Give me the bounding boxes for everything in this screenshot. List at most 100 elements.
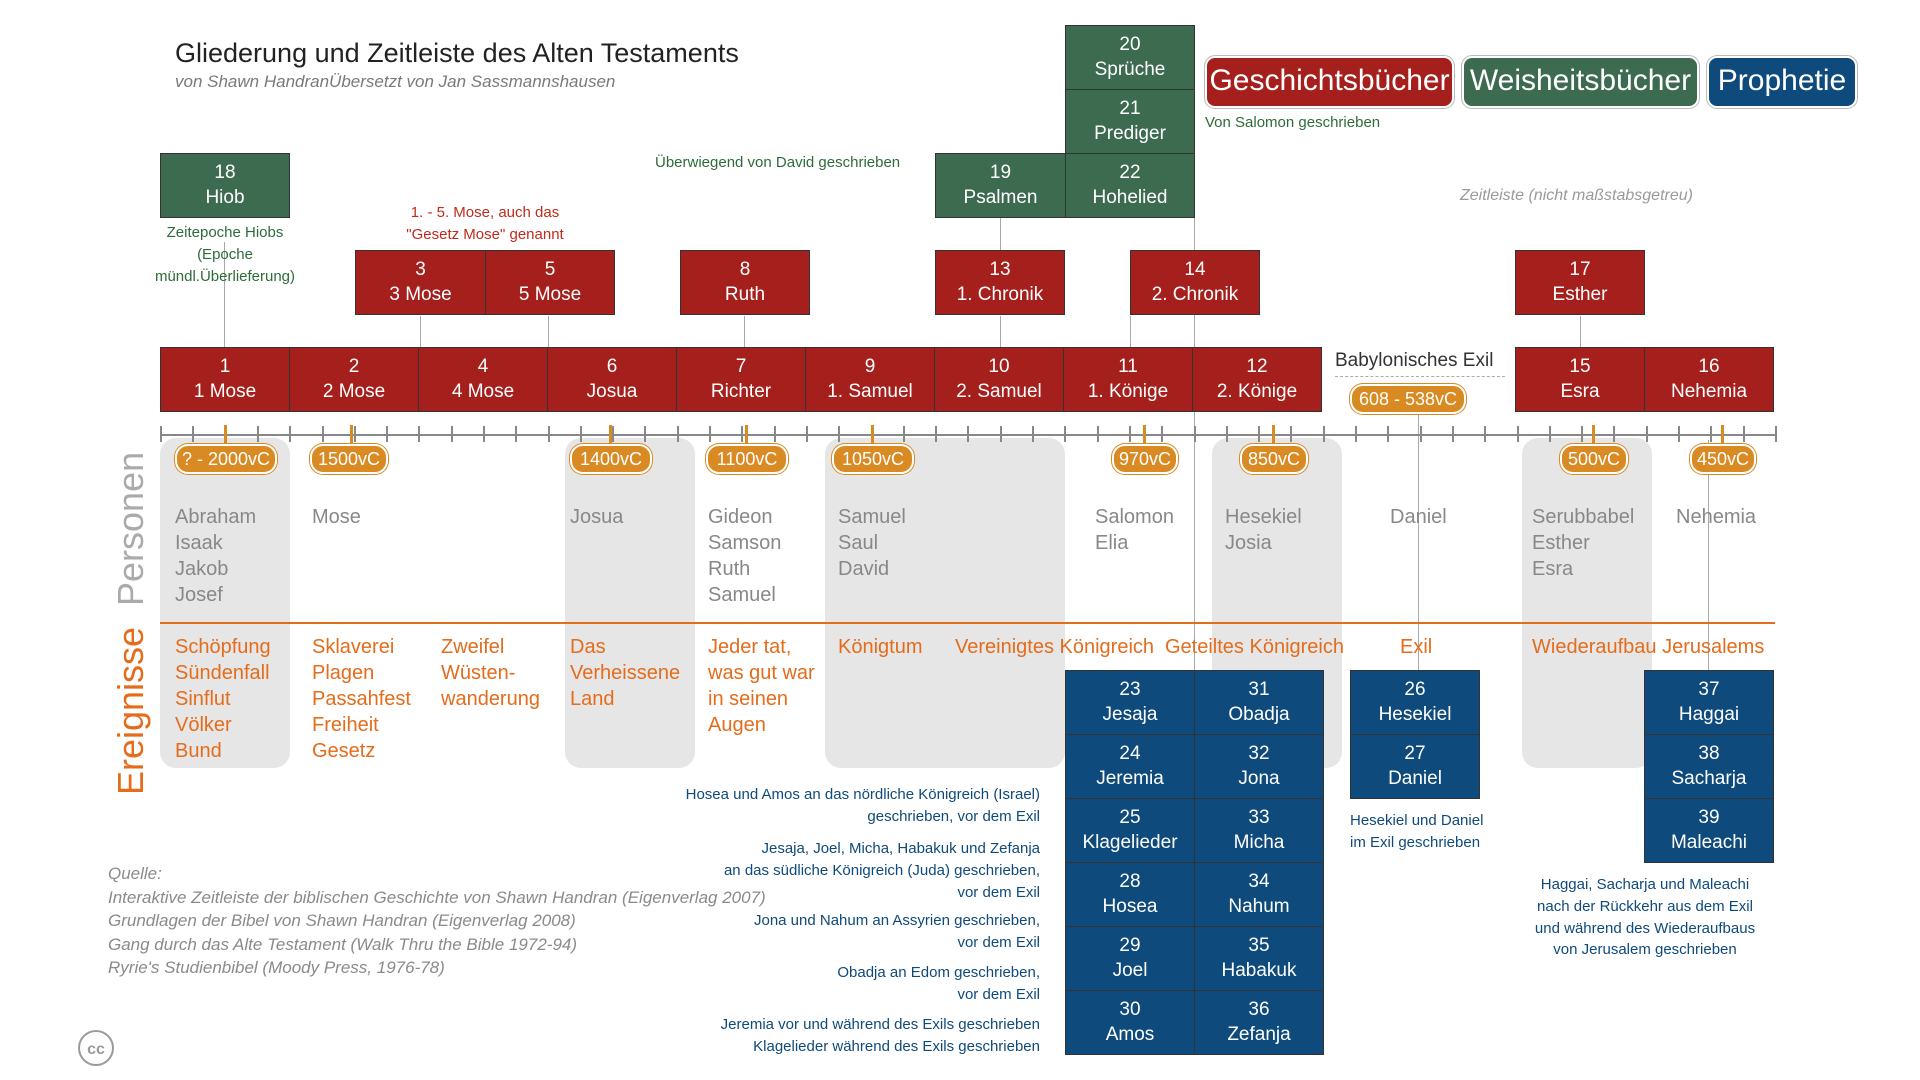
date-badge: 500vC — [1560, 444, 1628, 474]
book-prediger[interactable]: 21 Prediger — [1065, 89, 1195, 154]
date-badge: 450vC — [1690, 444, 1756, 474]
book-name: Joel — [1112, 959, 1148, 981]
timeline-tick — [1517, 426, 1519, 442]
timeline-tick — [644, 426, 646, 442]
sources-heading: Quelle: — [108, 864, 162, 883]
book-sacharja[interactable]: 38 Sacharja — [1644, 734, 1774, 799]
book-2-koenige[interactable]: 12 2. Könige — [1192, 347, 1322, 412]
note-jona-nahum: Jona und Nahum an Assyrien geschrieben, … — [753, 912, 1040, 951]
note-hesekiel-daniel: Hesekiel und Daniel im Exil geschrieben — [1350, 812, 1484, 851]
events-promised-land: Das Verheissene Land — [570, 636, 681, 710]
events-divided-kingdom: Geteiltes Königreich — [1165, 636, 1344, 658]
timeline-date-marker — [224, 425, 227, 443]
note-hosea-amos: Hosea und Amos an das nördliche Königrei… — [685, 786, 1040, 825]
book-number: 3 — [415, 258, 426, 280]
book-1-chronik[interactable]: 13 1. Chronik — [935, 250, 1065, 315]
book-name: 2 Mose — [322, 380, 386, 402]
book-maleachi[interactable]: 39 Maleachi — [1644, 798, 1774, 863]
book-haggai[interactable]: 37 Haggai — [1644, 670, 1774, 735]
book-name: Hiob — [205, 186, 245, 208]
book-nahum[interactable]: 34 Nahum — [1194, 862, 1324, 927]
book-name: Josua — [586, 380, 638, 402]
timeline-tick — [1613, 426, 1615, 442]
panel-patriarchs — [160, 438, 290, 768]
book-1-mose[interactable]: 1 1 Mose — [160, 347, 290, 412]
book-daniel[interactable]: 27 Daniel — [1350, 734, 1480, 799]
book-esther[interactable]: 17 Esther — [1515, 250, 1645, 315]
timeline-tick — [1420, 426, 1422, 442]
source-item: Interaktive Zeitleiste der biblischen Ge… — [108, 887, 766, 907]
book-name: Ruth — [724, 283, 766, 305]
book-name: Jeremia — [1096, 767, 1164, 789]
note-solomon: Von Salomon geschrieben — [1205, 114, 1381, 131]
book-hesekiel[interactable]: 26 Hesekiel — [1350, 670, 1480, 735]
book-jona[interactable]: 32 Jona — [1194, 734, 1324, 799]
panel-kingdom — [825, 438, 1065, 768]
book-josua[interactable]: 6 Josua — [547, 347, 677, 412]
connector-line — [1580, 316, 1581, 348]
book-esra[interactable]: 15 Esra — [1515, 347, 1645, 412]
book-richter[interactable]: 7 Richter — [676, 347, 806, 412]
book-name: Obadja — [1228, 703, 1290, 725]
book-name: Esther — [1552, 283, 1608, 305]
label-events: Ereignisse — [110, 626, 151, 795]
book-joel[interactable]: 29 Joel — [1065, 926, 1195, 991]
book-3-mose[interactable]: 3 3 Mose — [355, 250, 486, 315]
book-klagelieder[interactable]: 25 Klagelieder — [1065, 798, 1195, 863]
connector-line — [1708, 440, 1709, 670]
book-name: 2. Chronik — [1151, 283, 1239, 305]
connector-line — [744, 316, 745, 348]
timeline-date-marker — [350, 425, 353, 443]
timeline-tick — [1549, 426, 1551, 442]
timeline-tick — [935, 426, 937, 442]
book-5-mose[interactable]: 5 5 Mose — [485, 250, 615, 315]
book-number: 16 — [1698, 355, 1720, 377]
source-item: Gang durch das Alte Testament (Walk Thru… — [108, 934, 578, 954]
book-name: Hosea — [1102, 895, 1158, 917]
book-number: 20 — [1119, 33, 1141, 55]
book-1-samuel[interactable]: 9 1. Samuel — [805, 347, 935, 412]
book-hiob[interactable]: 18 Hiob — [160, 153, 290, 218]
book-jesaja[interactable]: 23 Jesaja — [1065, 670, 1195, 735]
book-name: Hesekiel — [1378, 703, 1452, 725]
book-2-chronik[interactable]: 14 2. Chronik — [1130, 250, 1260, 315]
book-name: Nehemia — [1670, 380, 1748, 402]
book-number: 13 — [989, 258, 1011, 280]
book-number: 19 — [989, 161, 1012, 183]
book-number: 39 — [1698, 806, 1720, 828]
book-name: Prediger — [1094, 122, 1166, 144]
book-1-koenige[interactable]: 11 1. Könige — [1063, 347, 1193, 412]
book-psalmen[interactable]: 19 Psalmen — [935, 153, 1066, 218]
book-name: Jesaja — [1102, 703, 1158, 725]
book-amos[interactable]: 30 Amos — [1065, 990, 1195, 1055]
book-zefanja[interactable]: 36 Zefanja — [1194, 990, 1324, 1055]
book-2-samuel[interactable]: 10 2. Samuel — [934, 347, 1064, 412]
book-micha[interactable]: 33 Micha — [1194, 798, 1324, 863]
book-habakuk[interactable]: 35 Habakuk — [1194, 926, 1324, 991]
book-obadja[interactable]: 31 Obadja — [1194, 670, 1324, 735]
persons-return: Serubbabel Esther Esra — [1532, 506, 1635, 580]
book-sprueche[interactable]: 20 Sprüche — [1065, 25, 1195, 90]
connector-line — [420, 316, 421, 348]
book-name: Nahum — [1228, 895, 1290, 917]
timeline-date-marker — [609, 425, 612, 443]
book-hosea[interactable]: 28 Hosea — [1065, 862, 1195, 927]
book-hohelied[interactable]: 22 Hohelied — [1065, 153, 1195, 218]
date-badge: ? - 2000vC — [175, 444, 277, 474]
timeline-tick — [1484, 426, 1486, 442]
timeline-tick — [838, 426, 840, 442]
timeline-date-marker — [871, 425, 874, 443]
note-jeremia: Jeremia vor und während des Exils geschr… — [720, 1016, 1040, 1055]
timeline-tick — [1194, 426, 1196, 442]
book-jeremia[interactable]: 24 Jeremia — [1065, 734, 1195, 799]
book-4-mose[interactable]: 4 4 Mose — [418, 347, 548, 412]
book-name: 5 Mose — [518, 283, 582, 305]
book-2-mose[interactable]: 2 2 Mose — [289, 347, 419, 412]
persons-daniel: Daniel — [1390, 506, 1447, 528]
connector-line — [1000, 316, 1001, 348]
book-nehemia[interactable]: 16 Nehemia — [1644, 347, 1774, 412]
connector-line — [548, 316, 549, 348]
timeline-tick — [289, 426, 291, 442]
book-ruth[interactable]: 8 Ruth — [680, 250, 810, 315]
timeline-tick — [1097, 426, 1099, 442]
